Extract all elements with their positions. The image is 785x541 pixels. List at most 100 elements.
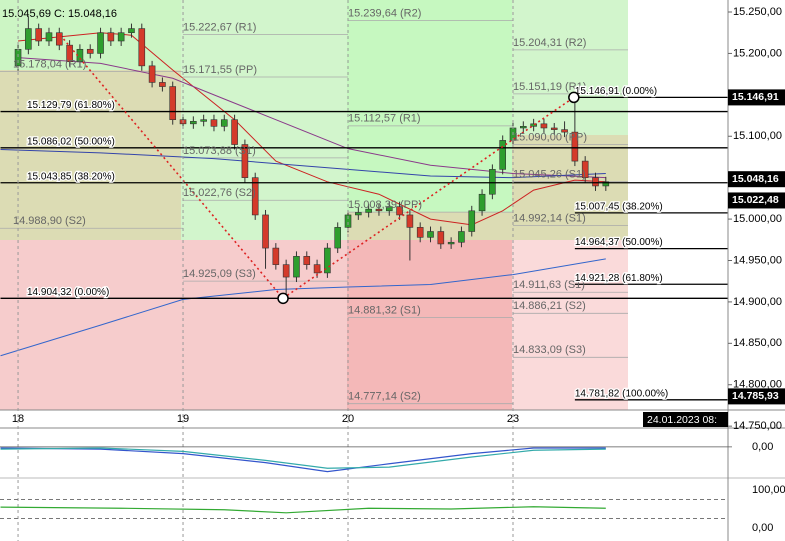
y-tick-label: 15.200,00 bbox=[733, 47, 782, 59]
candle-body bbox=[159, 82, 166, 87]
candle-body bbox=[561, 129, 568, 133]
candle-body bbox=[313, 264, 321, 274]
zone bbox=[347, 0, 512, 212]
candle-body bbox=[324, 247, 331, 274]
candle-body bbox=[66, 44, 73, 63]
candle-body bbox=[303, 256, 311, 265]
time-tag bbox=[643, 412, 728, 427]
candle-body bbox=[148, 65, 156, 83]
candle-body bbox=[334, 227, 342, 249]
price-tag bbox=[728, 171, 785, 188]
zone bbox=[512, 135, 628, 240]
y-tick-label: 100,00 bbox=[752, 484, 785, 496]
pivot-label: 15.008,39 (PP) bbox=[348, 199, 422, 211]
candle-body bbox=[169, 86, 177, 120]
price-tag-label: 15.022,48 bbox=[732, 194, 779, 206]
y-tick-label: 15.100,00 bbox=[733, 130, 782, 142]
pivot-label: 15.204,31 (R2) bbox=[513, 37, 586, 49]
candle-body bbox=[437, 231, 445, 245]
candle-body bbox=[385, 206, 393, 212]
candle-body bbox=[355, 212, 362, 216]
x-tick-label: 23 bbox=[507, 413, 519, 425]
candle-body bbox=[282, 264, 290, 278]
swing-line bbox=[59, 34, 575, 300]
candle-body bbox=[571, 131, 579, 162]
swing-point bbox=[277, 292, 289, 305]
candle-body bbox=[107, 32, 115, 42]
pivot-label: 15.178,04 (R1) bbox=[13, 59, 86, 71]
price-tag-label: 14.785,93 bbox=[732, 390, 779, 402]
candle-body bbox=[231, 119, 238, 145]
x-tick-label: 19 bbox=[177, 413, 189, 425]
y-tick-label: 14.800,00 bbox=[733, 379, 782, 391]
fib-label: 15.007,45 (38.20%) bbox=[575, 202, 663, 213]
candle-body bbox=[478, 193, 486, 212]
y-tick-label: 14.750,00 bbox=[733, 420, 782, 432]
y-tick-label: 14.950,00 bbox=[733, 254, 782, 266]
candle-body bbox=[35, 28, 42, 42]
candle-body bbox=[602, 181, 610, 187]
fib-label: 14.781,82 (100.00%) bbox=[575, 388, 668, 399]
candle-body bbox=[251, 177, 259, 216]
plot bbox=[0, 16, 728, 405]
fib-label: 14.921,28 (61.80%) bbox=[575, 273, 663, 284]
indicator-line bbox=[0, 447, 606, 473]
candle-body bbox=[592, 177, 599, 187]
pivot-label: 14.911,63 (S1) bbox=[513, 279, 585, 291]
candle-body bbox=[406, 214, 414, 228]
candle-body bbox=[499, 140, 506, 170]
candle-body bbox=[468, 210, 476, 232]
candle-body bbox=[530, 123, 537, 127]
x-tick-label: 20 bbox=[342, 413, 354, 425]
candle-body bbox=[550, 127, 558, 130]
swing-point bbox=[568, 91, 580, 104]
candle-body bbox=[25, 28, 32, 50]
fib-label: 15.086,02 (50.00%) bbox=[27, 136, 115, 147]
candle-body bbox=[55, 32, 63, 46]
price-tag bbox=[728, 89, 785, 106]
pivot-label: 15.022,76 (S2) bbox=[183, 187, 256, 199]
price-tag-label: 15.146,91 bbox=[732, 91, 779, 103]
candle-body bbox=[272, 247, 280, 265]
pivot-label: 14.925,09 (S3) bbox=[183, 268, 256, 280]
fib-label: 15.043,85 (38.20%) bbox=[27, 171, 115, 182]
y-tick-label: 0,00 bbox=[752, 441, 773, 453]
fib-label: 14.904,32 (0.00%) bbox=[27, 287, 109, 298]
y-tick-label: 15.250,00 bbox=[733, 6, 782, 18]
pivot-label: 15.112,57 (R1) bbox=[348, 113, 421, 125]
candle-body bbox=[262, 214, 269, 249]
candle-body bbox=[581, 160, 589, 178]
pivot-label: 14.992,14 (S1) bbox=[513, 212, 586, 224]
zones bbox=[0, 0, 628, 410]
fib-label: 15.146,91 (0.00%) bbox=[575, 86, 657, 97]
pivot-label: 14.886,21 (S2) bbox=[513, 300, 586, 312]
x-tick-label: 18 bbox=[12, 413, 24, 425]
candle-body bbox=[416, 227, 424, 238]
candle-body bbox=[138, 28, 146, 67]
candle-body bbox=[520, 126, 527, 129]
candle-body bbox=[45, 32, 53, 42]
candle-body bbox=[365, 208, 372, 213]
price-tag bbox=[728, 192, 785, 209]
zone bbox=[0, 240, 181, 410]
candle-body bbox=[293, 256, 300, 278]
candle-body bbox=[241, 144, 249, 178]
pivot-label: 15.151,19 (R1) bbox=[513, 81, 586, 93]
candle-body bbox=[128, 28, 135, 34]
pivot-label: 14.988,90 (S2) bbox=[13, 215, 86, 227]
moving-average bbox=[0, 258, 606, 357]
moving-average bbox=[18, 57, 606, 179]
candle-body bbox=[427, 231, 434, 238]
candle-body bbox=[447, 241, 455, 245]
y-tick-label: 14.850,00 bbox=[733, 337, 782, 349]
candle-body bbox=[344, 214, 352, 228]
y-tick-label: 14.900,00 bbox=[733, 296, 782, 308]
pivot-label: 15.222,67 (R1) bbox=[183, 22, 256, 34]
time-tag-label: 24.01.2023 08: bbox=[647, 414, 717, 426]
fib-label: 15.129,79 (61.80%) bbox=[27, 100, 115, 111]
price-tag bbox=[728, 388, 785, 405]
pivot-label: 15.045,26 (S1) bbox=[513, 168, 586, 180]
candle-body bbox=[200, 119, 207, 122]
candle-body bbox=[220, 119, 228, 127]
